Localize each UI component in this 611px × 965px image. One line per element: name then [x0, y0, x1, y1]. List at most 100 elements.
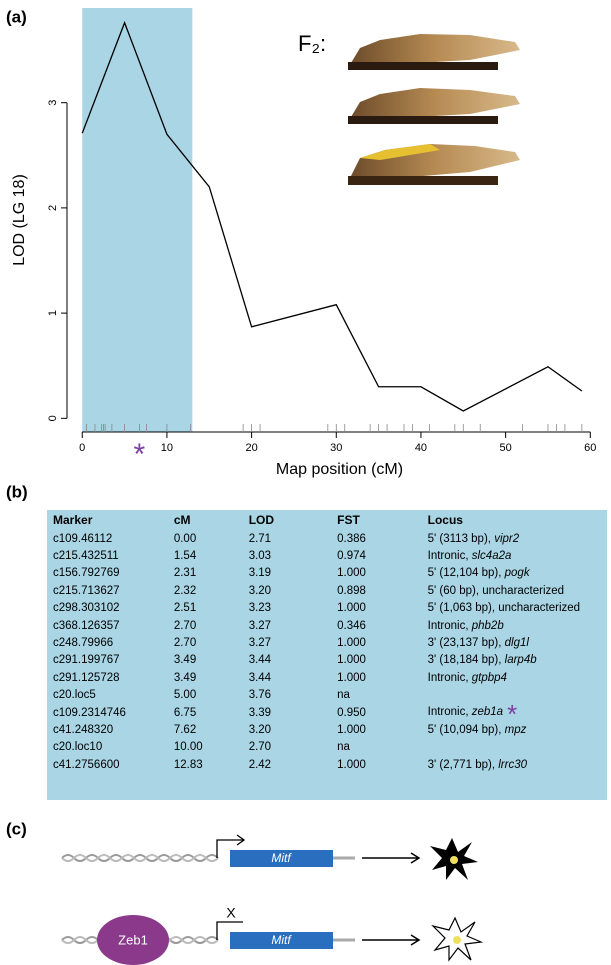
table-row: c41.248320 7.62 3.20 1.000 5' (10,094 bp), m…	[53, 721, 607, 738]
locus-cell: Intronic, zeb1a *	[428, 701, 607, 727]
table-row: c41.2756600 12.83 2.42 1.000 3' (2,771 bp), …	[53, 756, 607, 773]
table-cell: 1.000	[337, 671, 366, 684]
locus-text: 5' (3113 bp),	[427, 532, 491, 545]
table-cell: c248.79966	[53, 637, 114, 650]
table-cell: c368.126357	[53, 619, 120, 632]
table-cell: 3.27	[248, 619, 272, 632]
highlight-region	[82, 8, 193, 432]
table-cell: 0.974	[337, 550, 366, 563]
table-row: c20.loc5 5.00 3.76 na	[53, 687, 607, 704]
x-tick-label: 0	[79, 442, 85, 454]
table-cell: 2.70	[173, 637, 197, 650]
table-cell: c109.2314746	[53, 706, 126, 719]
fish-body	[348, 116, 498, 124]
locus-cell: 3' (18,184 bp), larp4b	[428, 652, 607, 669]
x-tick-label: 10	[161, 442, 173, 454]
locus-text: 5' (60 bp), uncharacterized	[427, 584, 565, 597]
repressor-shape	[97, 915, 169, 965]
locus-text: 3' (18,184 bp),	[427, 654, 502, 667]
gene-name: larp4b	[504, 654, 537, 667]
table-cell: 3.19	[248, 567, 272, 580]
repressor-label: Zeb1	[118, 932, 148, 947]
data-table: Marker cM LOD FST Locus c109.46112 0.00 2.71 0.3…	[53, 510, 607, 773]
table-cell: 10.00	[173, 741, 203, 754]
fin-photo	[348, 88, 520, 122]
plot: 0 10 20 30 40 50 60 0 1 2 3 * Map position (cM) LOD (…	[11, 8, 596, 478]
table-cell: 2.71	[248, 532, 272, 545]
gene-name: lrrc30	[498, 758, 527, 771]
table-panel: Marker cM LOD FST Locus c109.46112 0.00 2.71 0.3…	[47, 510, 607, 800]
panel-label: (c)	[6, 819, 27, 838]
gene-box	[230, 850, 333, 867]
gene-box	[230, 932, 333, 949]
table-cell: 3.39	[248, 706, 272, 719]
table-cell: 0.00	[173, 532, 197, 545]
table-row: c109.2314746 6.75 3.39 0.950 Intronic, zeb1a…	[53, 701, 607, 727]
block-label: X	[226, 905, 236, 921]
locus-cell	[428, 687, 607, 704]
table-cell: 2.51	[173, 602, 197, 615]
table-cell: 0.898	[337, 584, 366, 597]
table-cell: c298.303102	[53, 602, 120, 615]
table-row: c291.125728 3.49 3.44 1.000 Intronic, gtpbp4	[53, 669, 607, 686]
locus-text: 5' (10,094 bp),	[427, 723, 502, 736]
table-cell: 3.44	[248, 654, 272, 667]
fish-body	[348, 176, 498, 185]
table-cell: 5.00	[173, 689, 197, 702]
y-tick-label: 3	[47, 100, 59, 106]
fin-yellow	[360, 144, 440, 160]
x-tick-label: 30	[330, 442, 342, 454]
table-cell: c41.2756600	[53, 758, 120, 771]
table-cell: 3.76	[248, 689, 272, 702]
locus-cell: Intronic, gtpbp4	[428, 669, 607, 686]
gene-name: dlg1l	[504, 637, 529, 650]
table-cell: 1.000	[337, 758, 366, 771]
table-cell: 3.20	[248, 723, 272, 736]
table-cell: 1.000	[337, 637, 366, 650]
header-cell: cM	[173, 513, 191, 527]
header-cell: LOD	[248, 513, 275, 527]
header-row: Marker cM LOD FST Locus	[53, 510, 607, 530]
table-cell: 3.49	[173, 671, 197, 684]
data-line	[81, 20, 583, 412]
y-tick-label: 0	[47, 415, 59, 421]
locus-cell: 5' (10,094 bp), mpz	[428, 721, 607, 738]
table-row: c215.432511 1.54 3.03 0.974 Intronic, slc4a2…	[53, 547, 607, 564]
gene-label: Mitf	[271, 933, 292, 947]
locus-cell: 5' (1,063 bp), uncharacterized	[428, 600, 607, 617]
locus-cell: Intronic, phb2b	[428, 617, 607, 634]
table-cell: 12.83	[173, 758, 203, 771]
gene-name: slc4a2a	[471, 550, 512, 563]
table-row: c291.199767 3.49 3.44 1.000 3' (18,184 bp), …	[53, 652, 607, 669]
table-cell: 3.20	[248, 584, 272, 597]
locus-text: Intronic,	[427, 550, 469, 563]
table-row: c368.126357 2.70 3.27 0.346 Intronic, phb2b	[53, 617, 607, 634]
y-tick-label: 1	[47, 310, 59, 316]
table-cell: 2.70	[173, 619, 197, 632]
locus-cell: 5' (12,104 bp), pogk	[428, 565, 607, 582]
table-cell: 0.950	[337, 706, 366, 719]
gene-name: vipr2	[494, 532, 520, 545]
y-axis-label: LOD (LG 18)	[11, 174, 28, 266]
gene-name: phb2b	[471, 619, 504, 632]
panel-label: (b)	[6, 482, 28, 501]
x-axis-label: Map position (cM)	[276, 461, 403, 478]
locus-cell: 3' (23,137 bp), dlg1l	[428, 634, 607, 651]
table-row: c156.792769 2.31 3.19 1.000 5' (12,104 bp), …	[53, 565, 607, 582]
gene-label: Mitf	[271, 851, 292, 865]
panel-label: (a)	[6, 7, 27, 26]
dna-strand: Mitf	[61, 834, 478, 880]
locus-text: 5' (12,104 bp),	[427, 567, 502, 580]
table-cell: 1.000	[337, 602, 366, 615]
table-cell: c291.125728	[53, 671, 120, 684]
locus-text: Intronic,	[427, 619, 469, 632]
dna-strand: Zeb1 Mitf X	[61, 905, 484, 965]
locus-text: 3' (2,771 bp),	[427, 758, 496, 771]
table-row: c215.713627 2.32 3.20 0.898 5' (60 bp), unch…	[53, 582, 607, 599]
table-cell: c156.792769	[53, 567, 120, 580]
table-cell: c20.loc10	[53, 741, 103, 754]
table-cell: 1.000	[337, 567, 366, 580]
table-cell: 3.23	[248, 602, 272, 615]
